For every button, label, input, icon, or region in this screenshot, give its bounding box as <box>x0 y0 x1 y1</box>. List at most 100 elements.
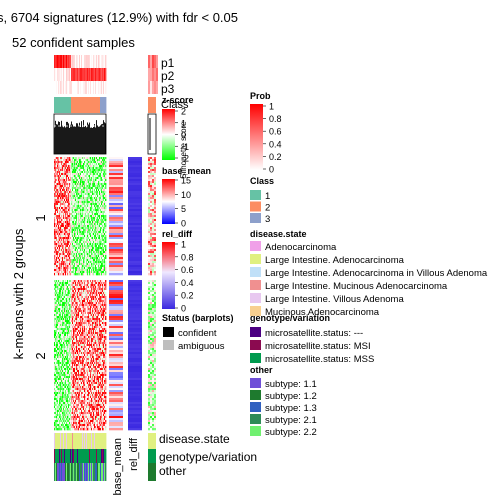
heatmap-cell <box>105 322 106 324</box>
heatmap-cell <box>105 157 106 159</box>
prob-cell <box>105 55 106 68</box>
heatmap-cell <box>105 265 106 267</box>
heatmap-cell <box>105 219 106 221</box>
silhouette-bar <box>74 126 75 154</box>
heatmap-cell <box>105 205 106 207</box>
heatmap-cell <box>105 253 106 255</box>
prob-strip-cell <box>156 68 158 81</box>
heatmap-cell <box>105 280 106 282</box>
silhouette-bar <box>84 127 85 154</box>
silhouette-bar <box>85 126 86 154</box>
heatmap-cell <box>105 217 106 219</box>
heatmap-cell <box>105 318 106 320</box>
heatmap-cell <box>105 221 106 223</box>
silhouette-bar <box>103 120 104 154</box>
heatmap-cell <box>105 314 106 316</box>
silhouette-bar <box>64 126 65 154</box>
heatmap-cell <box>105 159 106 161</box>
heatmap-cell <box>105 229 106 231</box>
heatmap-cell <box>105 334 106 336</box>
heatmap-cell <box>105 213 106 215</box>
heatmap-cell <box>105 326 106 328</box>
silhouette-bar <box>76 123 77 154</box>
heatmap-cell <box>105 193 106 195</box>
heatmap-cell <box>105 173 106 175</box>
heatmap-cell <box>105 185 106 187</box>
silhouette-bar <box>81 121 82 154</box>
silhouette-barplot <box>54 114 156 154</box>
heatmap-cell <box>105 191 106 193</box>
heatmap-cell <box>105 288 106 290</box>
track-label-p1: p1 <box>161 56 175 70</box>
heatmap-cell <box>105 320 106 322</box>
heatmap-cell <box>105 296 106 298</box>
silhouette-bar <box>79 123 80 154</box>
heatmap-cell <box>105 239 106 241</box>
silhouette-bar <box>67 122 68 154</box>
silhouette-bar <box>104 122 105 154</box>
heatmap-cell <box>105 189 106 191</box>
heatmap-cell <box>105 273 106 275</box>
heatmap-cell <box>105 290 106 292</box>
heatmap-cell <box>105 286 106 288</box>
class-cell <box>105 97 106 113</box>
silhouette-bar <box>62 125 63 154</box>
silhouette-strip-frame <box>148 114 156 154</box>
heatmap-cell <box>105 225 106 227</box>
prob-cell <box>105 81 106 94</box>
heatmap-cell <box>105 243 106 245</box>
silhouette-bar <box>92 128 93 154</box>
silhouette-bar <box>59 122 60 154</box>
heatmap-cell <box>105 271 106 273</box>
heatmap-cell <box>105 298 106 300</box>
silhouette-bar <box>91 128 92 154</box>
silhouette-bar <box>75 127 76 154</box>
heatmap-cell <box>105 292 106 294</box>
silhouette-bar <box>102 124 103 154</box>
heatmap-cell <box>105 284 106 286</box>
heatmap-cell <box>105 302 106 304</box>
silhouette-bar <box>86 127 87 154</box>
heatmap-cell <box>105 207 106 209</box>
track-label-p3: p3 <box>161 82 175 96</box>
heatmap-cell <box>105 237 106 239</box>
heatmap-cell <box>105 201 106 203</box>
main-heatmap <box>54 157 106 430</box>
silhouette-bar <box>82 127 83 154</box>
prob-strip-cell <box>152 68 154 81</box>
silhouette-bar <box>70 125 71 154</box>
prob-strip-cell <box>154 81 156 94</box>
heatmap-cell <box>105 257 106 259</box>
heatmap-cell <box>105 300 106 302</box>
heatmap-cell <box>105 161 106 163</box>
silhouette-bar <box>97 125 98 154</box>
silhouette-bar <box>87 122 88 154</box>
prob-strip-cell <box>152 55 154 68</box>
silhouette-bar <box>93 127 94 154</box>
figure-subtitle: 52 confident samples <box>12 35 135 50</box>
heatmap-cell <box>105 332 106 334</box>
heatmap-cell <box>105 251 106 253</box>
heatmap-cell <box>105 336 106 338</box>
silhouette-bar <box>100 125 101 154</box>
heatmap-cell <box>105 233 106 235</box>
prob-cell <box>105 68 106 81</box>
prob-strip-cell <box>154 68 156 81</box>
heatmap-cell <box>105 312 106 314</box>
prob-strip-cell <box>156 55 158 68</box>
silhouette-bar <box>98 127 99 154</box>
prob-strip-cell <box>152 81 154 94</box>
silhouette-bar <box>89 123 90 154</box>
prob-strip-cell <box>150 68 152 81</box>
heatmap-cell <box>105 338 106 340</box>
heatmap-cell <box>105 261 106 263</box>
silhouette-bar <box>57 125 58 154</box>
heatmap-cell <box>105 209 106 211</box>
heatmap-cell <box>105 249 106 251</box>
silhouette-bar <box>94 124 95 154</box>
silhouette-bar <box>54 128 55 154</box>
heatmap-cell <box>105 231 106 233</box>
heatmap-cell <box>105 245 106 247</box>
figure-title: s, 6704 signatures (12.9%) with fdr < 0.… <box>0 10 238 25</box>
